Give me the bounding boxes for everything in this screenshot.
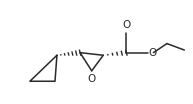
Text: O: O xyxy=(88,74,96,84)
Text: O: O xyxy=(149,48,157,58)
Text: O: O xyxy=(122,20,130,30)
